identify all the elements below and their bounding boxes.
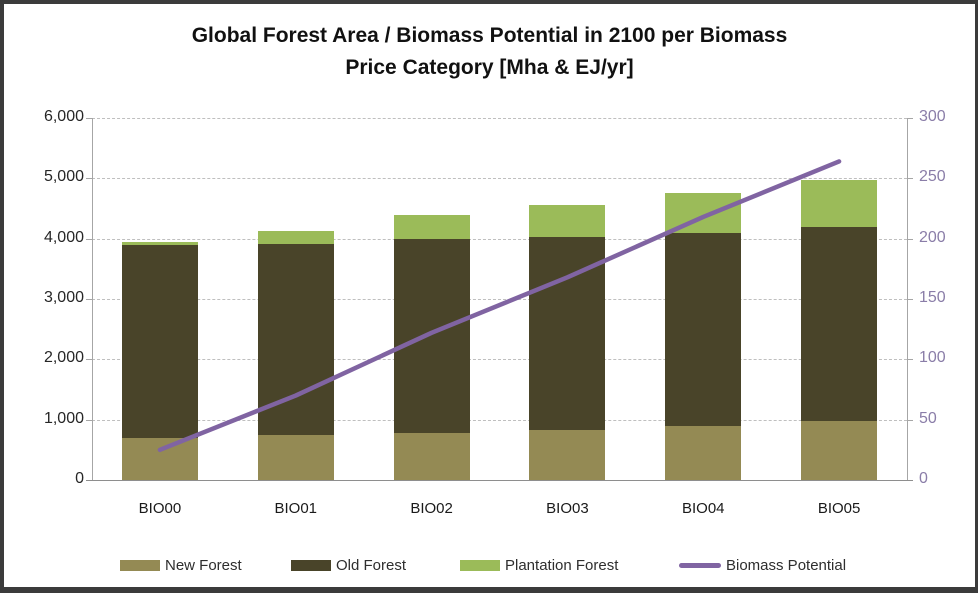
legend-swatch-line [679,562,721,568]
legend-label: Old Forest [336,556,407,574]
y-axis-left-tick [86,299,92,300]
y-axis-left-label: 1,000 [43,409,84,427]
y-axis-right-label: 50 [919,409,937,427]
bar-segment-new-forest [665,425,742,480]
x-axis-label: BIO00 [138,500,182,517]
legend-label: Plantation Forest [505,556,619,574]
y-axis-left-tick [86,419,92,421]
y-axis-right-tick [907,238,913,240]
legend-item-biomass-potential: Biomass Potential [679,554,846,576]
bar-segment-old-forest [121,244,198,438]
legend-item-plantation-forest: Plantation Forest [460,554,618,576]
gridline [92,299,907,300]
bar-segment-plantation-forest [665,193,742,233]
y-axis-right-label: 0 [919,470,928,487]
gridline [92,178,907,180]
y-axis-left-tick [86,238,92,240]
gridline [92,359,907,361]
y-axis-left-tick [86,118,92,119]
legend-item-old-forest: Old Forest [291,554,406,576]
bar-segment-old-forest [801,226,878,421]
gridline [92,118,907,119]
chart-title: Global Forest Area / Biomass Potential i… [4,20,975,84]
y-axis-right-tick [907,359,913,361]
bar-segment-new-forest [801,420,878,480]
y-axis-right-label: 150 [919,289,946,306]
bar-segment-old-forest [529,236,606,430]
bar-segment-plantation-forest [393,214,470,239]
legend-swatch-box [120,559,160,571]
y-axis-left-label: 6,000 [43,108,84,125]
x-axis-label: BIO02 [410,500,453,517]
legend-swatch-box [291,559,331,571]
gridline [92,419,907,421]
chart-title-line2: Price Category [Mha & EJ/yr] [345,56,634,79]
y-axis-right-label: 300 [919,108,946,125]
y-axis-right-label: 250 [919,168,946,186]
x-axis-label: BIO03 [546,500,589,517]
x-axis-label: BIO04 [681,500,725,517]
x-axis-label: BIO05 [817,500,861,517]
chart-title-line1: Global Forest Area / Biomass Potential i… [191,24,788,47]
y-axis-right-tick [907,178,913,180]
y-axis-left-label: 2,000 [43,349,84,367]
bar-segment-plantation-forest [801,180,878,227]
x-axis-line [86,480,913,481]
y-axis-right-tick [907,118,913,119]
bar-segment-old-forest [393,238,470,433]
y-axis-left-label: 4,000 [43,228,84,246]
bar-segment-plantation-forest [529,205,606,237]
gridline [92,238,907,240]
legend-label: New Forest [165,556,242,574]
y-axis-left-tick [86,178,92,180]
y-axis-left-label: 3,000 [43,289,84,306]
bar-segment-plantation-forest [121,241,198,245]
bar-segment-plantation-forest [257,230,334,245]
y-axis-left-tick [86,359,92,361]
legend-item-new-forest: New Forest [120,554,242,576]
bar-segment-new-forest [257,435,334,480]
bar-segment-old-forest [665,232,742,426]
legend-label: Biomass Potential [726,556,847,574]
y-axis-right-line [907,118,908,480]
x-axis-label: BIO01 [274,500,318,517]
y-axis-left-line [92,118,93,480]
y-axis-right-label: 200 [919,228,946,246]
bar-segment-new-forest [121,437,198,480]
bar-segment-new-forest [393,432,470,480]
legend-swatch-box [460,559,500,571]
bar-segment-new-forest [529,429,606,480]
y-axis-right-label: 100 [919,349,946,367]
y-axis-right-tick [907,299,913,300]
bar-segment-old-forest [257,244,334,436]
y-axis-left-label: 5,000 [43,168,84,186]
y-axis-left-label: 0 [75,470,84,487]
y-axis-right-tick [907,419,913,421]
